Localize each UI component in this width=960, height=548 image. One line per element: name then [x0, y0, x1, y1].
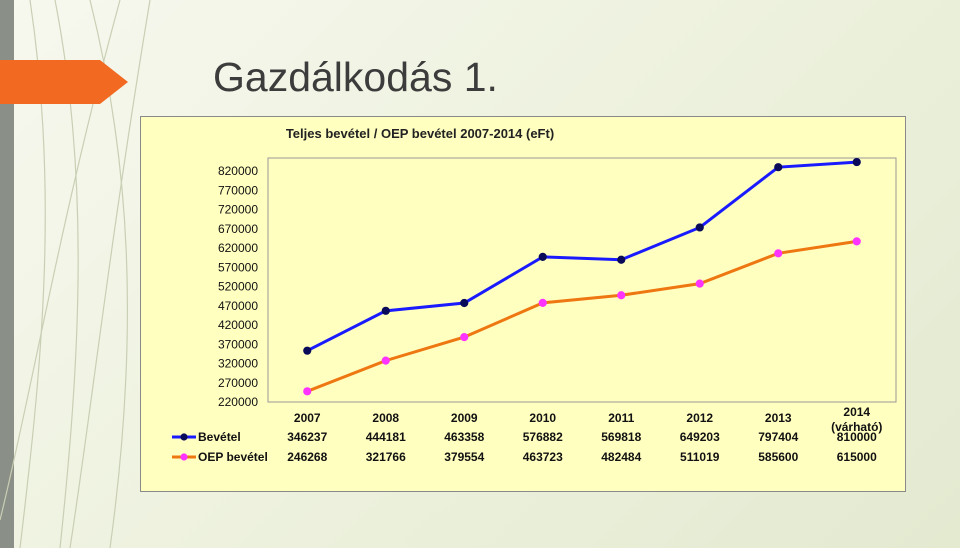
legend-label: Bevétel [198, 430, 241, 444]
data-label: 576882 [523, 430, 563, 444]
data-point [617, 291, 626, 300]
data-point [617, 255, 626, 264]
y-tick-label: 320000 [218, 357, 258, 371]
data-point [852, 237, 861, 246]
y-tick-label: 670000 [218, 222, 258, 236]
chart-title: Teljes bevétel / OEP bevétel 2007-2014 (… [285, 126, 555, 141]
data-point [695, 279, 704, 288]
x-tick-label: 2013 [765, 411, 792, 425]
x-tick-label: 2010 [529, 411, 556, 425]
data-point [460, 298, 469, 308]
data-label: 810000 [837, 430, 877, 444]
data-point [460, 333, 469, 342]
data-label: 511019 [680, 450, 720, 464]
data-label: 463723 [523, 450, 563, 464]
data-label: 246268 [287, 450, 327, 464]
data-label: 321766 [366, 450, 406, 464]
data-label: 444181 [366, 430, 406, 444]
x-tick-label: 2008 [372, 411, 399, 425]
data-label: 569818 [601, 430, 641, 444]
y-tick-label: 620000 [218, 241, 258, 255]
data-point [381, 306, 390, 315]
data-label: 615000 [837, 450, 877, 464]
x-tick-label: 2012 [686, 411, 713, 425]
data-point [303, 346, 312, 355]
x-tick-label: 2011 [608, 411, 634, 425]
x-tick-label-sub: (várható) [831, 420, 882, 434]
y-tick-label: 770000 [218, 183, 258, 197]
data-label: 482484 [601, 450, 641, 464]
data-point [852, 157, 861, 167]
y-tick-label: 520000 [218, 280, 258, 294]
legend-marker [180, 453, 188, 461]
data-label: 463358 [444, 430, 484, 444]
y-tick-label: 270000 [218, 376, 258, 390]
y-tick-label: 820000 [218, 164, 258, 178]
series-line-2 [306, 239, 857, 393]
x-tick-label: 2009 [451, 411, 478, 425]
data-label: 346237 [287, 430, 327, 444]
y-tick-label: 370000 [218, 337, 258, 351]
data-label: 379554 [444, 450, 484, 464]
legend-label: OEP bevétel [198, 450, 268, 464]
left-accent-strip [0, 0, 14, 548]
data-point [381, 356, 390, 365]
y-tick-label: 570000 [218, 260, 258, 274]
data-label: 585600 [758, 450, 798, 464]
data-label: 797404 [758, 430, 798, 444]
y-tick-label: 470000 [218, 299, 258, 313]
y-tick-label: 220000 [218, 395, 258, 409]
slide-title: Gazdálkodás 1. [213, 54, 498, 100]
data-point [538, 298, 547, 307]
x-tick-label: 2014 [843, 405, 870, 419]
x-tick-label: 2007 [294, 411, 321, 425]
y-tick-label: 420000 [218, 318, 258, 332]
data-point [303, 387, 312, 396]
data-label: 649203 [680, 430, 720, 444]
decorative-lines [0, 0, 151, 548]
data-point [774, 163, 783, 172]
data-point [774, 249, 783, 258]
y-tick-label: 720000 [218, 203, 258, 217]
legend-marker [180, 433, 188, 441]
data-point [538, 252, 547, 261]
plot-area [267, 157, 897, 403]
title-arrow-icon [0, 60, 128, 104]
series-line-1 [306, 160, 857, 353]
data-point [695, 223, 704, 232]
